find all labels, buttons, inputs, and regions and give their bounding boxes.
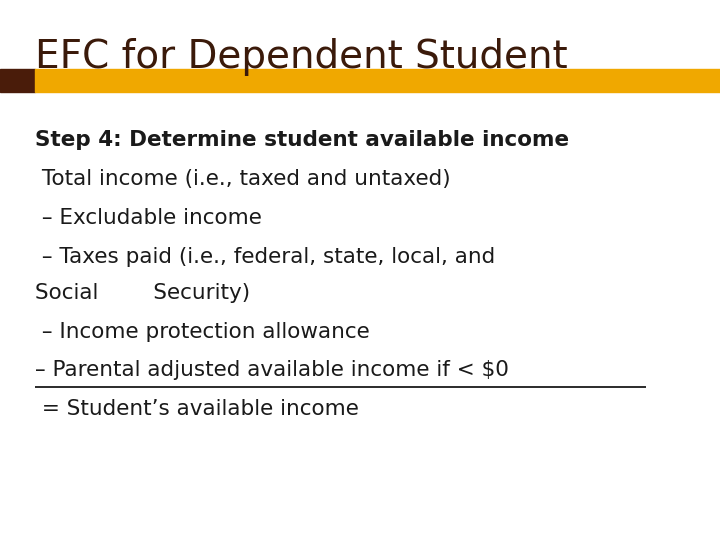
Text: – Income protection allowance: – Income protection allowance — [35, 321, 369, 342]
Text: = Student’s available income: = Student’s available income — [35, 399, 359, 420]
Text: Total income (i.e., taxed and untaxed): Total income (i.e., taxed and untaxed) — [35, 169, 450, 190]
Text: Step 4: Determine student available income: Step 4: Determine student available inco… — [35, 130, 569, 151]
Bar — [35, 69, 720, 92]
Text: – Taxes paid (i.e., federal, state, local, and: – Taxes paid (i.e., federal, state, loca… — [35, 247, 495, 267]
Text: – Excludable income: – Excludable income — [35, 208, 261, 228]
Text: – Parental adjusted available income if < $0: – Parental adjusted available income if … — [35, 360, 508, 381]
Bar — [0, 69, 35, 92]
Text: EFC for Dependent Student: EFC for Dependent Student — [35, 38, 567, 76]
Text: Social        Security): Social Security) — [35, 282, 250, 303]
